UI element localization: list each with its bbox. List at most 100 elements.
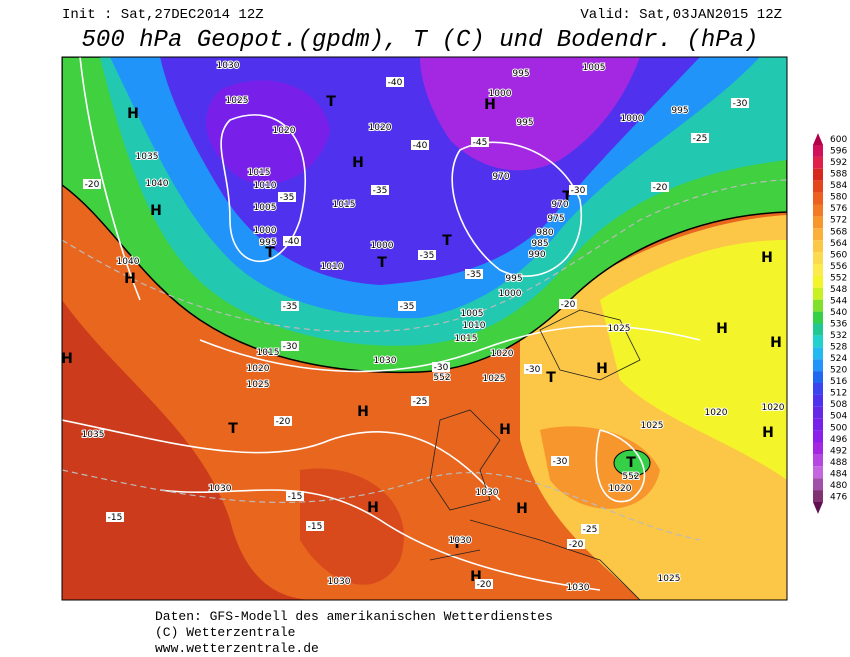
pressure-center: H bbox=[367, 500, 379, 516]
isobar bbox=[159, 489, 601, 591]
isobar-label: 1030 bbox=[328, 577, 351, 587]
isobar-label: 1025 bbox=[608, 324, 631, 334]
isobar-label: 1025 bbox=[658, 574, 681, 584]
pressure-center: H bbox=[357, 404, 369, 420]
isobar-label: 970 bbox=[492, 172, 509, 182]
temp-label: -25 bbox=[693, 134, 708, 144]
temp-label-box bbox=[551, 456, 569, 466]
map-frame bbox=[61, 56, 788, 601]
isobar-label: 1025 bbox=[641, 421, 664, 431]
colorbar-label: 480 bbox=[830, 481, 847, 491]
colorbar-label: 504 bbox=[830, 412, 847, 422]
isobar-label: 1040 bbox=[117, 257, 140, 267]
footer-url: www.wetterzentrale.de bbox=[155, 641, 319, 656]
isobar-label: 1020 bbox=[609, 484, 632, 494]
isobar-label: 1040 bbox=[146, 179, 169, 189]
isobar-label: 1020 bbox=[247, 364, 270, 374]
pressure-center: T bbox=[452, 536, 462, 552]
isobar-label: 1030 bbox=[449, 536, 472, 546]
map: H H H H T H H T H T T T H T T H H H T H H H H T H 1030 1025 1020 103… bbox=[62, 57, 787, 600]
colorbar-label: 600 bbox=[830, 135, 847, 145]
temp-label: -35 bbox=[280, 193, 295, 203]
temp-label-box bbox=[567, 539, 585, 549]
temp-label-box bbox=[651, 182, 669, 192]
pressure-center: H bbox=[499, 422, 511, 438]
temp-label-box bbox=[306, 521, 324, 531]
temp-label: -15 bbox=[108, 513, 123, 523]
isobar-label: 1025 bbox=[226, 96, 249, 106]
temp-label-box bbox=[581, 524, 599, 534]
colorbar-box bbox=[813, 442, 823, 455]
isobar-label: 1010 bbox=[254, 181, 277, 191]
temp-label: -25 bbox=[413, 397, 428, 407]
isobar-label: 1025 bbox=[483, 374, 506, 384]
colorbar-box bbox=[813, 466, 823, 479]
colorbar-label: 556 bbox=[830, 262, 847, 272]
temp-label-box bbox=[691, 133, 709, 143]
temp-label-box bbox=[559, 299, 577, 309]
temp-label: -20 bbox=[276, 417, 291, 427]
pressure-center: T bbox=[228, 421, 238, 437]
isobar-label: 995 bbox=[505, 274, 522, 284]
temp-label-box bbox=[465, 269, 483, 279]
colorbar-box bbox=[813, 204, 823, 217]
colorbar-cap bbox=[813, 502, 823, 514]
colorbar-box bbox=[813, 168, 823, 181]
temp-label-box bbox=[411, 140, 429, 150]
isobar-label: 1000 bbox=[621, 114, 644, 124]
temp-label-box bbox=[471, 137, 489, 147]
colorbar-label: 476 bbox=[830, 492, 847, 502]
colorbar-box bbox=[813, 311, 823, 324]
isobar-label: 995 bbox=[516, 118, 533, 128]
temp-label-box bbox=[283, 236, 301, 246]
temp-label: -15 bbox=[288, 492, 303, 502]
temp-label-box bbox=[83, 179, 101, 189]
isobar-label: 1025 bbox=[247, 380, 270, 390]
colorbar-label: 492 bbox=[830, 446, 847, 456]
isobar-label: 1000 bbox=[489, 89, 512, 99]
isobar-label: 1005 bbox=[254, 203, 277, 213]
isobar-label: 1035 bbox=[82, 430, 105, 440]
footer-copyright: (C) Wetterzentrale bbox=[155, 625, 295, 640]
isobar-label: 1015 bbox=[257, 348, 280, 358]
colorbar-box bbox=[813, 240, 823, 253]
temp-label: -30 bbox=[283, 342, 298, 352]
colorbar-label: 496 bbox=[830, 435, 847, 445]
temp-label-box bbox=[524, 364, 542, 374]
temp-label-box bbox=[411, 396, 429, 406]
colorbar-label: 540 bbox=[830, 308, 847, 318]
isobar bbox=[62, 419, 501, 501]
init-time: Init : Sat,27DEC2014 12Z bbox=[62, 7, 264, 23]
isobar-label: 552 bbox=[433, 373, 450, 383]
temp-label: -45 bbox=[473, 138, 488, 148]
temp-label: -15 bbox=[308, 522, 323, 532]
colorbar-box bbox=[813, 216, 823, 229]
temp-label: -30 bbox=[553, 457, 568, 467]
colorbar-box bbox=[813, 359, 823, 372]
isobar-label: 975 bbox=[547, 214, 564, 224]
isobar bbox=[595, 429, 646, 503]
temp-label: -20 bbox=[653, 183, 668, 193]
colorbar-label: 508 bbox=[830, 400, 847, 410]
temp-label-box bbox=[286, 491, 304, 501]
yellow-area bbox=[600, 240, 787, 480]
colorbar-label: 596 bbox=[830, 147, 847, 157]
colorbar-box bbox=[813, 275, 823, 288]
pressure-center: H bbox=[484, 97, 496, 113]
isotherm bbox=[62, 469, 701, 541]
isobar-label: 1020 bbox=[369, 123, 392, 133]
isobar-label: 1030 bbox=[476, 488, 499, 498]
colorbar-label: 576 bbox=[830, 204, 847, 214]
colorbar-label: 564 bbox=[830, 239, 847, 249]
isobar-label: 985 bbox=[531, 239, 548, 249]
isobar-label: 1000 bbox=[499, 289, 522, 299]
isobar-label: 1035 bbox=[136, 152, 159, 162]
warm-area bbox=[300, 468, 404, 585]
colorbar-box bbox=[813, 371, 823, 383]
pressure-center: H bbox=[470, 569, 482, 585]
pressure-center: T bbox=[546, 370, 556, 386]
colorbar-label: 592 bbox=[830, 158, 847, 168]
colorbar-label: 484 bbox=[830, 469, 847, 479]
pressure-center: H bbox=[596, 361, 608, 377]
